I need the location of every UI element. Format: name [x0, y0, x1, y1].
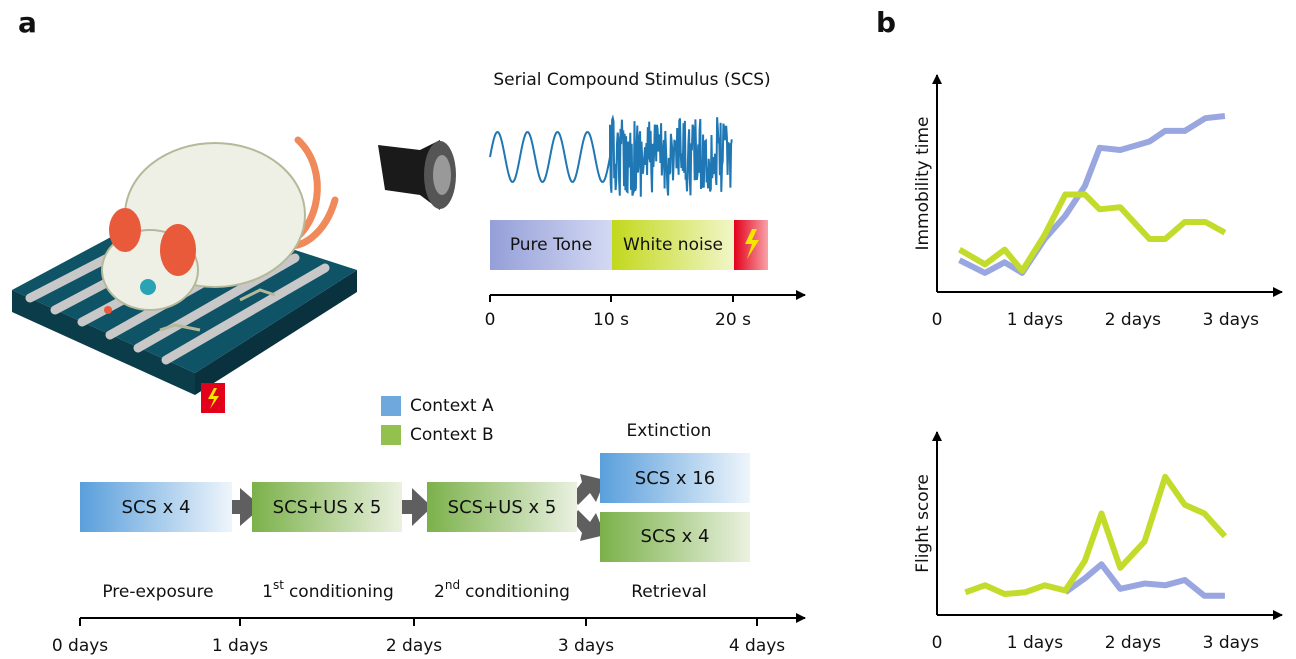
panel-label: a — [18, 6, 37, 39]
box-label: SCS+US x 5 — [448, 497, 557, 518]
panel-label: b — [876, 6, 896, 39]
x-tick-label: 0 — [932, 633, 943, 653]
phase-sup: st — [273, 578, 284, 592]
page: a b Serial Compound Stimulus (SCS) Pure … — [0, 0, 1296, 659]
y-axis-label: Flight score — [913, 474, 933, 573]
box-label: SCS+US x 5 — [273, 497, 382, 518]
x-tick-label: 3 days — [1203, 310, 1259, 330]
box-label: SCS x 4 — [641, 526, 710, 547]
segment-label: Pure Tone — [510, 235, 592, 255]
legend-label: Context A — [410, 396, 494, 416]
timeline-tick-label: 1 days — [212, 636, 268, 656]
phase-label: Pre-exposure — [102, 582, 213, 602]
figure: a b Serial Compound Stimulus (SCS) Pure … — [0, 0, 1296, 659]
waveform — [490, 117, 732, 197]
x-tick-label: 1 days — [1007, 633, 1063, 653]
stimulus-title: Serial Compound Stimulus (SCS) — [493, 70, 770, 90]
phase-label: 2nd conditioning — [434, 578, 570, 603]
series-line — [960, 116, 1225, 273]
legend-swatch — [381, 396, 401, 416]
box-label: SCS x 4 — [122, 497, 191, 518]
timeline-tick-label: 2 days — [386, 636, 442, 656]
y-axis-label: Immobility time — [913, 116, 933, 250]
x-tick-label: 1 days — [1007, 310, 1063, 330]
timeline-tick-label: 4 days — [729, 636, 785, 656]
segment-label: White noise — [623, 235, 723, 255]
phase-text: conditioning — [465, 582, 570, 602]
phase-number: 1 — [262, 582, 273, 602]
timeline-tick-label: 0 days — [52, 636, 108, 656]
legend-label: Context B — [410, 425, 494, 445]
phase-label: 1st conditioning — [262, 578, 394, 603]
x-tick-label: 0 — [932, 310, 943, 330]
shock-segment — [734, 220, 768, 270]
stimulus-tick-label: 20 s — [715, 310, 751, 330]
speaker-icon — [378, 140, 456, 210]
x-tick-label: 2 days — [1105, 633, 1161, 653]
stimulus-tick-label: 0 — [485, 310, 496, 330]
phase-sup: nd — [445, 578, 460, 592]
extinction-label: Extinction — [627, 421, 712, 441]
phase-number: 2 — [434, 582, 445, 602]
series-line — [965, 477, 1225, 594]
stimulus-ticks — [490, 295, 733, 302]
series-line — [1065, 564, 1225, 596]
series-line — [960, 195, 1225, 271]
timeline-ticks: 0 days 1 days 2 days 3 days 4 days — [52, 618, 785, 656]
timeline-tick-label: 3 days — [558, 636, 614, 656]
box-label: SCS x 16 — [635, 468, 715, 489]
phase-text: conditioning — [289, 582, 394, 602]
phase-label: Retrieval — [631, 582, 707, 602]
x-tick-label: 3 days — [1203, 633, 1259, 653]
legend-swatch — [381, 425, 401, 445]
x-tick-label: 2 days — [1105, 310, 1161, 330]
stimulus-tick-label: 10 s — [593, 310, 629, 330]
